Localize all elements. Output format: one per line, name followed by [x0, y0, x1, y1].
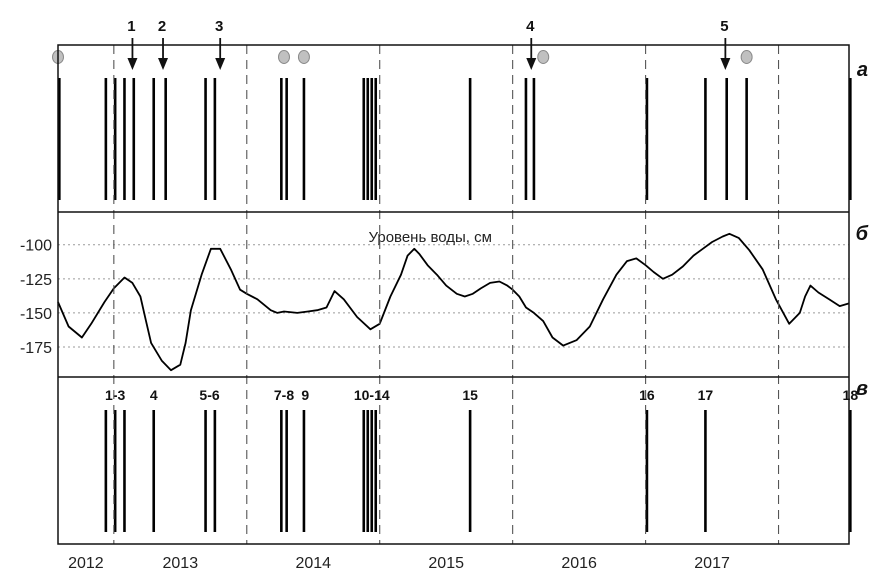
series-label: Уровень воды, см — [369, 229, 492, 246]
event-label: 16 — [639, 387, 655, 403]
panel-letter: б — [856, 223, 869, 245]
arrow-head — [526, 58, 537, 70]
y-tick-label: -100 — [20, 238, 52, 255]
panel-letter: а — [857, 59, 868, 81]
arrow-number: 3 — [215, 18, 223, 35]
arrow-head — [215, 58, 226, 70]
year-label: 2017 — [694, 555, 730, 572]
year-label: 2014 — [295, 555, 331, 572]
event-label: 15 — [462, 387, 478, 403]
marker-dot — [740, 50, 753, 64]
event-label: 4 — [150, 387, 158, 403]
arrow-head — [720, 58, 731, 70]
panel-a: 1 2 3 4 5 — [52, 18, 852, 200]
marker-dot — [297, 50, 310, 64]
arrow-number: 4 — [526, 18, 535, 35]
y-tick-label: -125 — [20, 272, 52, 289]
panel-letter: в — [856, 378, 868, 400]
panel-b: -100 -125 -150 -175 Уровень воды, см — [20, 229, 850, 372]
arrow-number: 5 — [720, 18, 728, 35]
water-level-line — [57, 232, 850, 372]
year-label: 2013 — [163, 555, 199, 572]
event-label: 10-14 — [354, 387, 390, 403]
event-label: 1-3 — [105, 387, 125, 403]
event-label: 9 — [301, 387, 309, 403]
year-label: 2016 — [561, 555, 597, 572]
event-label: 18 — [843, 387, 859, 403]
year-label: 2012 — [68, 555, 104, 572]
arrow-number: 1 — [127, 18, 135, 35]
figure-frame: а б в — [57, 44, 869, 545]
marker-dot — [537, 50, 550, 64]
panel-c: 1-3 4 5-6 7-8 9 10-14 15 16 17 18 — [104, 387, 859, 532]
arrow-head — [158, 58, 169, 70]
event-label: 7-8 — [274, 387, 294, 403]
y-tick-label: -175 — [20, 340, 52, 357]
marker-dot — [278, 50, 290, 64]
year-axis: 2012 2013 2014 2015 2016 2017 — [68, 555, 730, 572]
arrow-number: 2 — [158, 18, 166, 35]
event-label: 5-6 — [199, 387, 219, 403]
outer-frame — [57, 44, 850, 545]
event-label: 17 — [698, 387, 714, 403]
year-label: 2015 — [428, 555, 464, 572]
arrow-head — [127, 58, 138, 70]
y-tick-label: -150 — [20, 306, 52, 323]
